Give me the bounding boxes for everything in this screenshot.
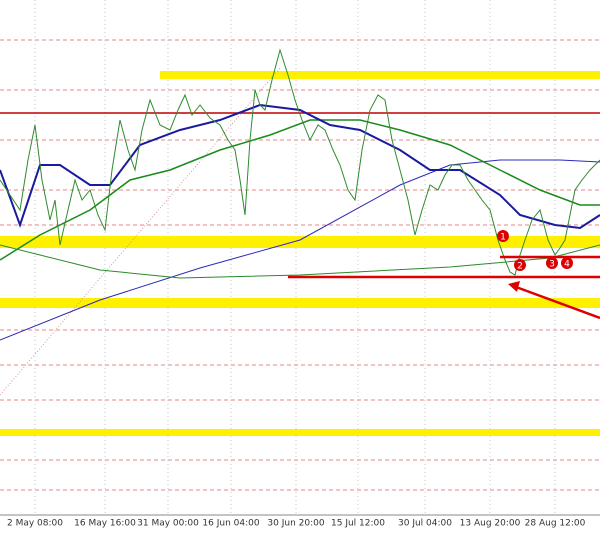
marker-label: 4 bbox=[564, 260, 570, 270]
ma-100-blue bbox=[0, 103, 600, 230]
marker-label: 2 bbox=[517, 262, 523, 272]
x-tick-label: 31 May 00:00 bbox=[137, 519, 199, 529]
marker: 4 bbox=[561, 257, 573, 270]
marker-label: 3 bbox=[549, 260, 555, 270]
x-tick-label: 15 Jul 12:00 bbox=[331, 519, 385, 529]
yellow-bands bbox=[0, 71, 600, 436]
x-tick-label: 16 May 16:00 bbox=[74, 519, 136, 529]
x-axis-area bbox=[0, 515, 600, 539]
marker: 1 bbox=[497, 230, 509, 243]
arrow-head bbox=[508, 281, 520, 292]
arrow bbox=[515, 285, 600, 320]
marker: 2 bbox=[514, 259, 526, 272]
x-tick-label: 13 Aug 20:00 bbox=[460, 519, 521, 529]
x-tick-label: 30 Jul 04:00 bbox=[398, 519, 452, 529]
x-tick-label: 16 Jun 04:00 bbox=[202, 519, 259, 529]
ma-100-green bbox=[0, 119, 600, 261]
marker: 3 bbox=[546, 257, 558, 270]
marker-label: 1 bbox=[500, 233, 506, 243]
x-tick-label: 2 May 08:00 bbox=[7, 519, 63, 529]
grid-h bbox=[0, 39, 600, 491]
price bbox=[0, 48, 600, 276]
ma-200-blue bbox=[0, 159, 600, 341]
x-axis-labels: 2 May 08:00 16 May 16:00 31 May 00:00 16 Ju… bbox=[7, 519, 586, 529]
x-tick-label: 30 Jun 20:00 bbox=[267, 519, 324, 529]
x-tick-label: 28 Aug 12:00 bbox=[525, 519, 586, 529]
